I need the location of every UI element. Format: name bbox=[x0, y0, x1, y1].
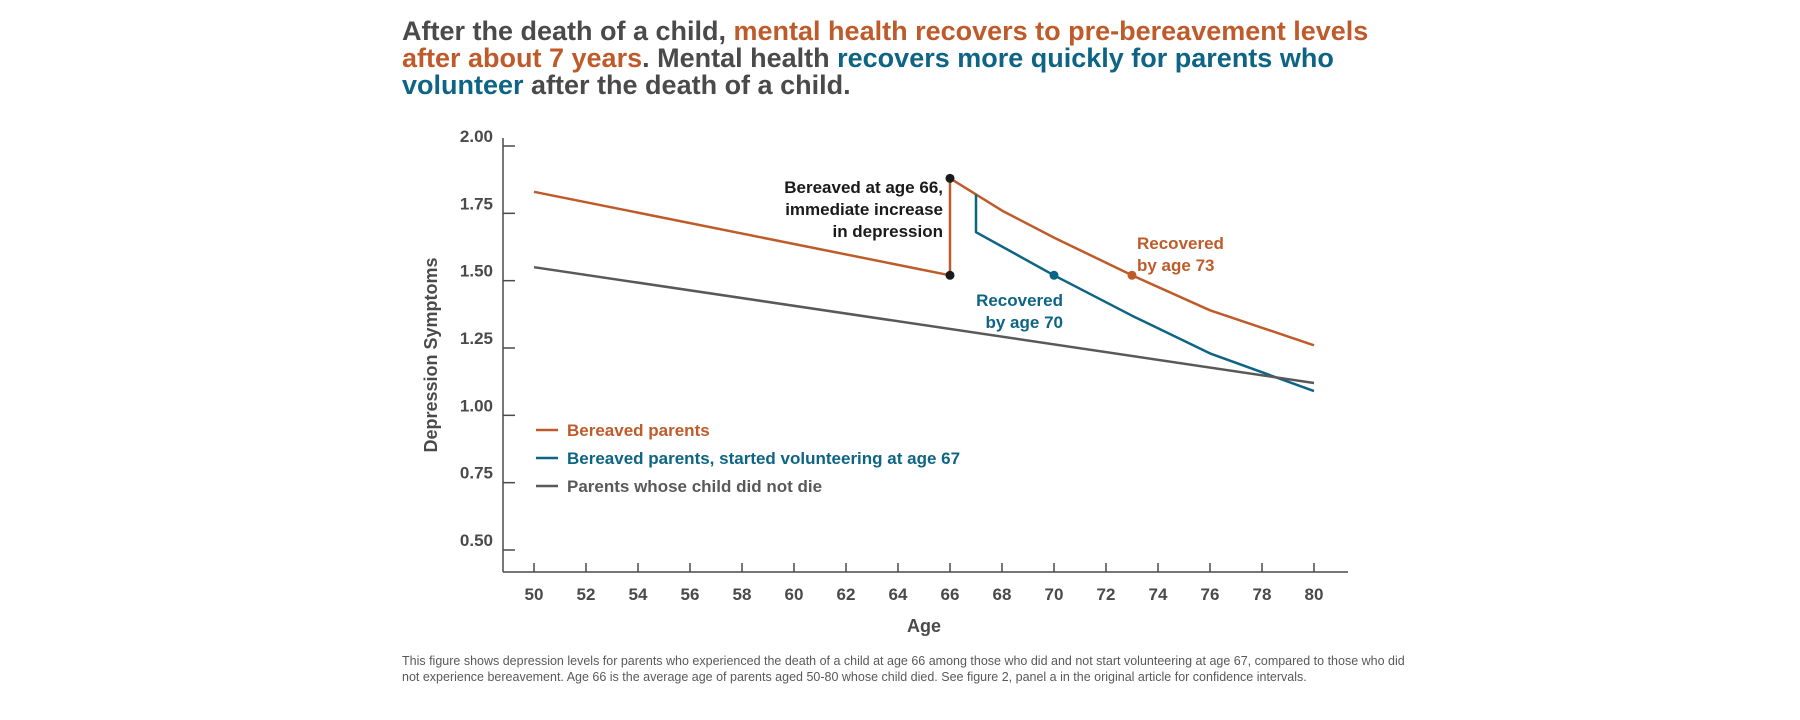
x-tick-label: 58 bbox=[733, 585, 752, 604]
annotation-line: by age 73 bbox=[1137, 256, 1215, 275]
annotation-recovered-70: Recovered by age 70 bbox=[976, 291, 1063, 332]
annotation-line: Recovered bbox=[1137, 234, 1224, 253]
data-point-marker bbox=[1049, 270, 1059, 280]
data-markers bbox=[945, 173, 1137, 280]
x-tick-label: 74 bbox=[1149, 585, 1168, 604]
x-tick-label: 76 bbox=[1201, 585, 1220, 604]
data-point-marker bbox=[945, 270, 955, 280]
x-tick-label: 64 bbox=[889, 585, 908, 604]
headline-part-4: recovers more quickly for parents who vo… bbox=[402, 43, 1334, 100]
legend: Bereaved parents Bereaved parents, starte… bbox=[536, 421, 960, 496]
bereaved-line bbox=[533, 177, 1315, 347]
x-tick-label: 70 bbox=[1045, 585, 1064, 604]
x-tick-label: 62 bbox=[837, 585, 856, 604]
x-tick-label: 54 bbox=[629, 585, 648, 604]
chart-headline: After the death of a child, mental healt… bbox=[402, 18, 1422, 99]
legend-label: Bereaved parents, started volunteering a… bbox=[567, 449, 960, 468]
x-tick-label: 56 bbox=[681, 585, 700, 604]
x-tick-label: 66 bbox=[941, 585, 960, 604]
annotation-line: immediate increase bbox=[785, 200, 943, 219]
x-axis-title: Age bbox=[907, 616, 941, 636]
not-bereaved-line bbox=[533, 265, 1315, 385]
annotation-line: by age 70 bbox=[986, 313, 1064, 332]
annotation-line: Recovered bbox=[976, 291, 1063, 310]
y-tick-label: 1.00 bbox=[460, 396, 493, 415]
y-axis-title: Depression Symptoms bbox=[421, 257, 441, 452]
figure-caption: This figure shows depression levels for … bbox=[402, 654, 1405, 684]
x-tick-label: 78 bbox=[1253, 585, 1272, 604]
x-tick-label: 68 bbox=[993, 585, 1012, 604]
x-tick-label: 60 bbox=[785, 585, 804, 604]
y-tick-label: 1.25 bbox=[460, 329, 493, 348]
x-tick-label: 80 bbox=[1305, 585, 1324, 604]
data-point-marker bbox=[945, 173, 955, 183]
annotation-line: in depression bbox=[832, 222, 943, 241]
headline-part-2: mental health recovers to pre-bereavemen… bbox=[402, 16, 1369, 73]
y-tick-label: 2.00 bbox=[460, 127, 493, 146]
headline-part-5: after the death of a child. bbox=[523, 70, 851, 100]
annotation-bereaved-at-66: Bereaved at age 66, immediate increase in … bbox=[784, 178, 943, 241]
headline-part-1: After the death of a child, bbox=[402, 16, 734, 46]
legend-item-bereaved: Bereaved parents bbox=[536, 421, 710, 440]
legend-item-not-bereaved: Parents whose child did not die bbox=[536, 477, 822, 496]
volunteer-line bbox=[974, 194, 1315, 393]
annotation-line: Bereaved at age 66, bbox=[784, 178, 943, 197]
data-point-marker bbox=[1127, 270, 1137, 280]
x-tick-label: 50 bbox=[525, 585, 544, 604]
annotation-recovered-73: Recovered by age 73 bbox=[1137, 234, 1224, 275]
y-tick-label: 0.50 bbox=[460, 531, 493, 550]
legend-label: Bereaved parents bbox=[567, 421, 710, 440]
y-tick-label: 1.75 bbox=[460, 194, 493, 213]
series-lines bbox=[533, 177, 1315, 393]
y-tick-label: 1.50 bbox=[460, 262, 493, 281]
y-tick-label: 0.75 bbox=[460, 464, 493, 483]
annotations: Bereaved at age 66, immediate increase in … bbox=[784, 178, 1224, 332]
legend-item-volunteer: Bereaved parents, started volunteering a… bbox=[536, 449, 960, 468]
headline-part-3: . Mental health bbox=[642, 43, 838, 73]
axes: 0.50 0.75 1.00 1.25 1.50 1.75 2.00 50 52 54 56 58 60… bbox=[421, 127, 1348, 636]
legend-label: Parents whose child did not die bbox=[567, 477, 822, 496]
x-tick-label: 52 bbox=[577, 585, 596, 604]
x-tick-label: 72 bbox=[1097, 585, 1116, 604]
